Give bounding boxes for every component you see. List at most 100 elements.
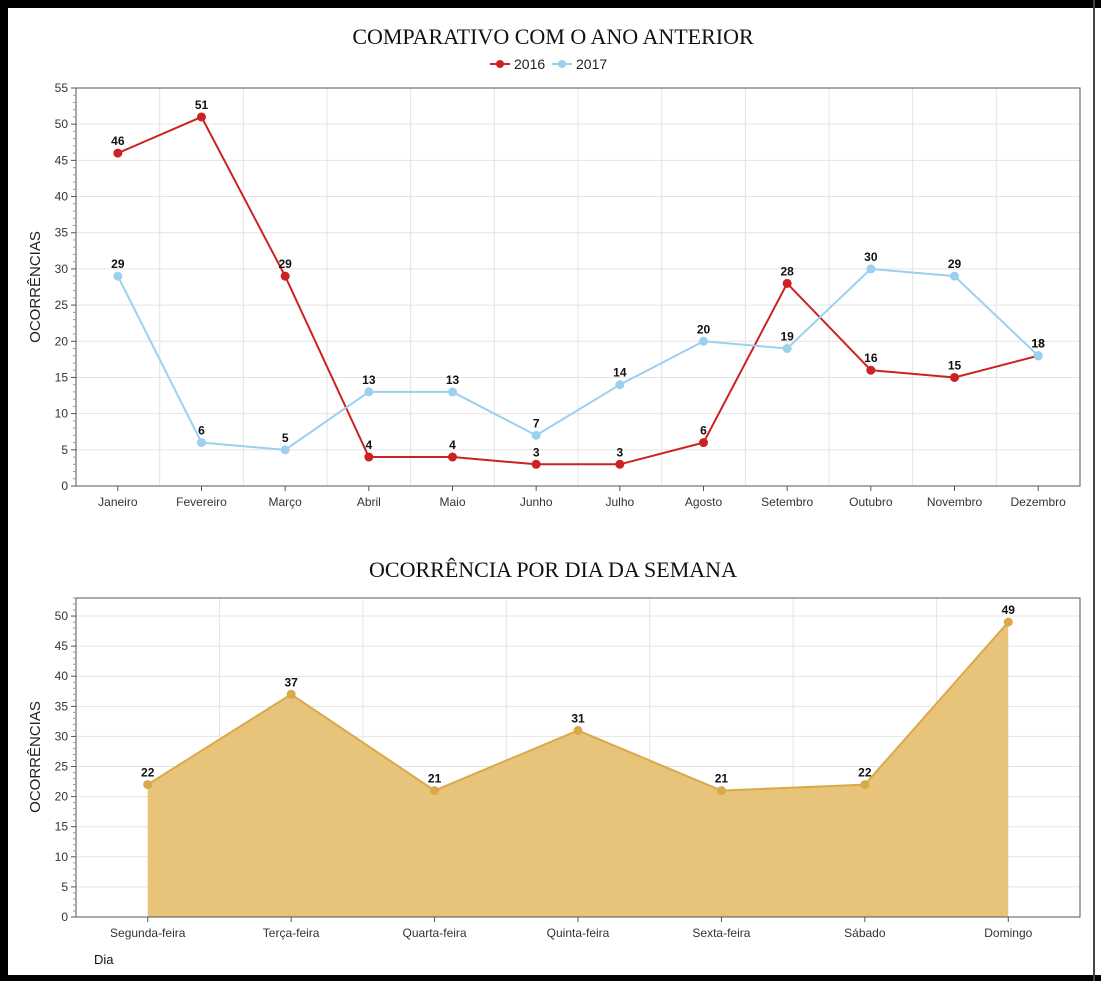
chart2-y-tick-label: 15 [55,820,69,834]
chart1-point-2016[interactable] [866,365,876,375]
legend-label: 2016 [514,56,545,72]
chart1-y-tick-label: 55 [55,81,69,95]
legend-item-2017[interactable]: 2017 [552,56,607,72]
chart1-data-label: 13 [446,373,460,387]
legend-swatch-marker [558,60,566,68]
chart1-data-label: 28 [780,264,794,278]
chart1-y-tick-label: 50 [55,117,69,131]
chart2-point-0[interactable] [716,786,726,796]
chart2-point-0[interactable] [430,786,440,796]
chart1-y-tick-label: 35 [55,226,69,240]
chart2-point-0[interactable] [1003,617,1013,627]
chart1-point-2017[interactable] [113,271,123,281]
chart1-point-2017[interactable] [615,380,625,390]
chart1-title: COMPARATIVO COM O ANO ANTERIOR [352,24,754,49]
chart2-point-0[interactable] [143,780,153,790]
chart1-y-tick-label: 10 [55,407,69,421]
chart1-x-tick-label: Junho [520,495,553,509]
chart1-data-label: 15 [948,358,962,372]
chart1-point-2016[interactable] [782,278,792,288]
chart1-point-2016[interactable] [531,459,541,469]
legend-swatch-marker [496,60,504,68]
chart1-x-tick-label: Agosto [685,495,723,509]
chart1-point-2017[interactable] [866,264,876,274]
chart1-point-2016[interactable] [280,271,290,281]
monthly-comparison-chart: COMPARATIVO COM O ANO ANTERIOR 2016 2017 … [27,24,1081,509]
chart1-legend[interactable]: 2016 2017 [490,56,607,72]
chart2-y-tick-label: 30 [55,729,69,743]
chart1-point-2017[interactable] [197,438,206,448]
chart1-point-2017[interactable] [364,387,374,397]
chart2-y-tick-label: 50 [55,609,69,623]
chart1-point-2017[interactable] [782,344,792,354]
chart1-y-tick-label: 15 [55,370,69,384]
chart2-data-label: 21 [715,772,729,786]
chart2-y-tick-label: 20 [55,790,69,804]
chart1-x-tick-label: Abril [357,495,381,509]
chart2-data-label: 37 [284,675,298,689]
chart1-point-2017[interactable] [699,336,708,346]
chart1-data-label: 46 [111,134,125,148]
chart2-x-axis-label: Dia [94,952,114,967]
chart2-point-0[interactable] [573,725,583,735]
chart1-data-label: 29 [111,257,125,271]
chart1-point-2017[interactable] [280,445,290,455]
chart2-x-tick-label: Sábado [844,926,886,940]
chart2-y-tick-label: 35 [55,699,69,713]
chart1-data-label: 6 [700,424,707,438]
chart1-data-label: 3 [533,445,540,459]
chart1-y-axis-label: OCORRÊNCIAS [27,231,44,343]
chart1-point-2016[interactable] [364,452,374,462]
chart1-y-tick-label: 25 [55,298,69,312]
chart1-point-2017[interactable] [531,430,541,440]
chart2-data-label: 31 [571,711,585,725]
chart1-y-tick-label: 20 [55,334,69,348]
chart2-y-tick-label: 10 [55,850,69,864]
chart1-point-2016[interactable] [615,459,625,469]
chart1-data-label: 4 [365,438,372,452]
chart1-data-label: 5 [282,431,289,445]
chart2-point-0[interactable] [286,689,296,699]
chart1-x-tick-label: Dezembro [1010,495,1066,509]
chart1-data-label: 30 [864,250,878,264]
chart2-x-tick-label: Domingo [984,926,1032,940]
legend-item-2016[interactable]: 2016 [490,56,545,72]
chart1-point-2016[interactable] [699,438,708,448]
chart1-y-tick-label: 45 [55,153,69,167]
chart2-point-0[interactable] [860,780,870,790]
chart2-y-tick-label: 45 [55,639,69,653]
chart1-data-label: 20 [697,322,711,336]
chart2-area-fill [147,622,1009,917]
chart2-y-tick-label: 25 [55,760,69,774]
chart1-series-line-2017 [116,267,1039,451]
chart1-point-2016[interactable] [197,112,206,122]
chart1-x-tick-label: Setembro [761,495,813,509]
chart1-data-label: 51 [195,98,209,112]
chart1-x-tick-label: Janeiro [98,495,138,509]
chart1-y-tick-label: 30 [55,262,69,276]
chart1-point-2017[interactable] [448,387,457,397]
chart1-point-2017[interactable] [1033,351,1043,361]
chart1-data-label: 4 [449,438,456,452]
weekday-chart: OCORRÊNCIA POR DIA DA SEMANA OCORRÊNCIAS… [27,557,1081,967]
chart1-x-tick-label: Março [268,495,302,509]
chart1-point-2016[interactable] [448,452,457,462]
chart1-x-tick-label: Novembro [927,495,983,509]
chart1-data-label: 18 [1031,337,1045,351]
chart1-y-tick-label: 0 [61,479,68,493]
chart1-series-line-2016 [117,115,1039,466]
chart1-x-tick-label: Fevereiro [176,495,227,509]
chart1-y-tick-label: 40 [55,190,69,204]
chart2-y-tick-label: 5 [61,880,68,894]
chart1-data-label: 29 [278,257,292,271]
chart1-data-label: 14 [613,366,627,380]
chart1-point-2016[interactable] [113,148,123,158]
chart1-point-2017[interactable] [950,271,959,281]
chart2-x-tick-label: Quinta-feira [547,926,610,940]
chart2-x-tick-label: Quarta-feira [403,926,467,940]
chart2-x-tick-label: Sexta-feira [692,926,750,940]
chart1-point-2016[interactable] [950,372,959,382]
chart1-x-tick-label: Outubro [849,495,893,509]
window-edge [1093,0,1095,981]
